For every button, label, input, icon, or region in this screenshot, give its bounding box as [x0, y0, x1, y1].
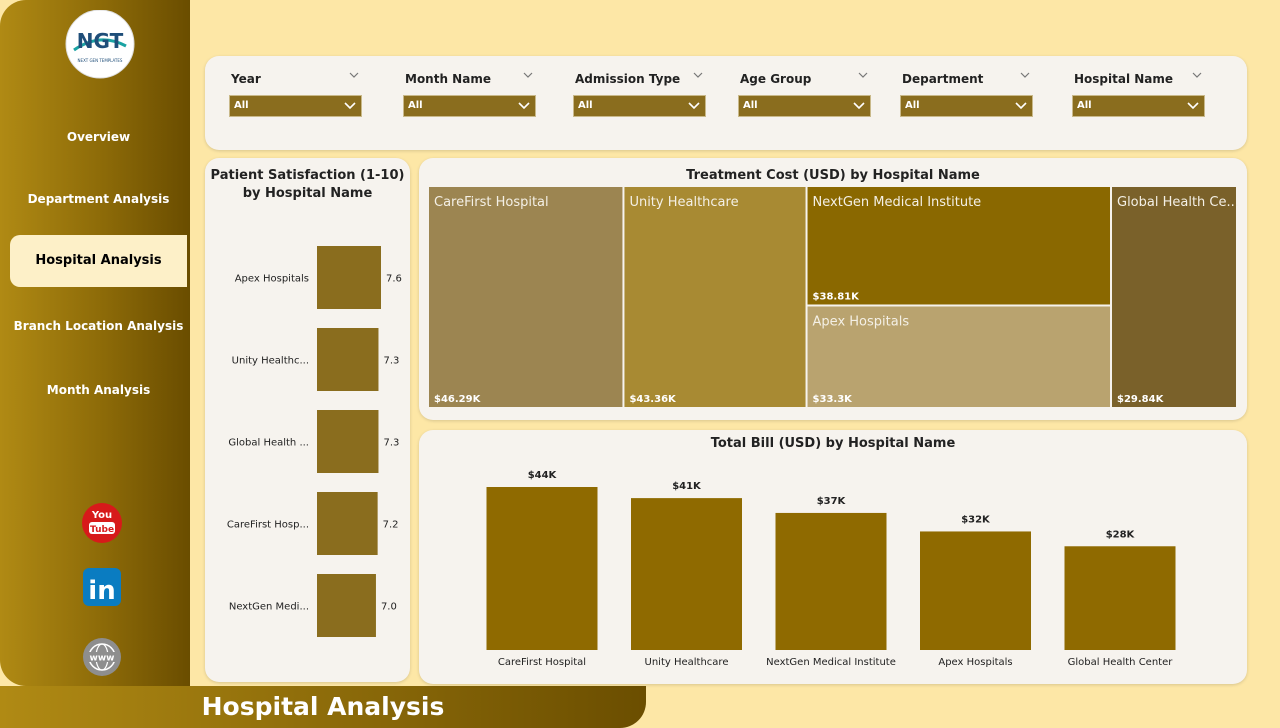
value-label: 7.0 [381, 602, 397, 613]
bar [1064, 546, 1176, 650]
bar [317, 410, 379, 473]
x-tick-label: Apex Hospitals [938, 657, 1012, 668]
bar [317, 246, 381, 309]
icon-text: in [88, 576, 115, 606]
tile-value: $43.36K [629, 394, 677, 405]
treemap-tile [807, 187, 1111, 305]
filter-dropdown[interactable]: All [1072, 95, 1205, 117]
bar [486, 487, 598, 650]
tile-value: $46.29K [434, 394, 482, 405]
category-label: Global Health ... [228, 438, 309, 449]
filter-chevron [523, 71, 533, 82]
treemap-tile [1112, 187, 1236, 407]
tile-label: Unity Healthcare [629, 195, 738, 210]
chart-title: Patient Satisfaction (1-10) by Hospital … [210, 168, 405, 201]
nav-item[interactable]: Overview [66, 130, 131, 144]
youtube-icon[interactable]: You Tube [80, 501, 124, 545]
filter-chevron [1020, 71, 1030, 82]
x-tick-label: Global Health Center [1068, 657, 1174, 668]
treemap-tile [624, 187, 806, 407]
tile-value: $38.81K [813, 291, 861, 302]
bar [317, 574, 376, 637]
treemap-tile [807, 306, 1111, 407]
chart-title: Treatment Cost (USD) by Hospital Name [686, 168, 980, 183]
satisfaction-chart: Apex Hospitals 7.6 Unity Healthc... 7.3 Glob… [227, 246, 402, 637]
bar [775, 512, 887, 650]
value-label: $44K [528, 470, 558, 481]
value-label: 7.3 [383, 356, 399, 367]
nav-item[interactable]: Month Analysis [46, 383, 151, 397]
x-tick-label: CareFirst Hospital [498, 657, 586, 668]
tile-label: NextGen Medical Institute [813, 195, 982, 210]
filter-chevron [1192, 71, 1202, 82]
filter-label: Admission Type [575, 72, 681, 86]
filter-chevron [349, 71, 359, 82]
category-label: Apex Hospitals [235, 274, 309, 285]
bill-chart: $44K CareFirst Hospital $41K Unity Healthca… [486, 470, 1176, 668]
bar [317, 492, 378, 555]
logo-subtext: NEXT GEN TEMPLATES [78, 58, 123, 63]
filter-chevron [858, 71, 868, 82]
value-label: $37K [817, 496, 847, 507]
linkedin-icon[interactable]: in [81, 566, 123, 608]
logo-text: NGT [77, 29, 124, 53]
value-label: 7.2 [383, 520, 399, 531]
web-icon[interactable]: www [81, 636, 123, 678]
filter-label: Age Group [740, 72, 812, 86]
filter-dropdown[interactable]: All [738, 95, 871, 117]
category-label: NextGen Medi... [229, 602, 309, 613]
tile-label: Global Health Ce... [1117, 195, 1239, 210]
filter-chevron [693, 71, 703, 82]
icon-text: www [90, 654, 115, 664]
tile-label: CareFirst Hospital [434, 195, 549, 210]
category-label: CareFirst Hosp... [227, 520, 309, 531]
icon-text: Tube [90, 525, 114, 535]
page-title: Hospital Analysis [0, 686, 646, 728]
filter-dropdown[interactable]: All [900, 95, 1033, 117]
filter-label: Year [231, 72, 261, 86]
bar [317, 328, 379, 391]
nav-item[interactable]: Hospital Analysis [10, 235, 187, 287]
treemap-tile [429, 187, 623, 407]
value-label: $28K [1106, 529, 1136, 540]
logo: NGT NEXT GEN TEMPLATES [65, 10, 135, 79]
bar [920, 531, 1031, 650]
filter-label: Department [902, 72, 984, 86]
value-label: $32K [961, 514, 991, 525]
nav-item[interactable]: Department Analysis [27, 192, 170, 206]
value-label: 7.3 [383, 438, 399, 449]
tile-value: $33.3K [813, 394, 854, 405]
filter-label: Month Name [405, 72, 491, 86]
icon-text: You [91, 510, 112, 521]
x-tick-label: Unity Healthcare [645, 657, 729, 668]
value-label: 7.6 [386, 274, 402, 285]
filter-dropdown[interactable]: All [573, 95, 706, 117]
tile-label: Apex Hospitals [813, 314, 910, 329]
bar [631, 498, 742, 650]
filter-dropdown[interactable]: All [403, 95, 536, 117]
value-label: $41K [672, 481, 702, 492]
treemap-chart: CareFirst Hospital $46.29K Unity Healthcar… [429, 187, 1239, 407]
tile-value: $29.84K [1117, 394, 1165, 405]
filter-label: Hospital Name [1074, 72, 1174, 86]
category-label: Unity Healthc... [232, 356, 309, 367]
nav-item[interactable]: Branch Location Analysis [13, 319, 184, 333]
x-tick-label: NextGen Medical Institute [766, 657, 896, 668]
chart-title: Total Bill (USD) by Hospital Name [710, 436, 956, 451]
filter-dropdown[interactable]: All [229, 95, 362, 117]
